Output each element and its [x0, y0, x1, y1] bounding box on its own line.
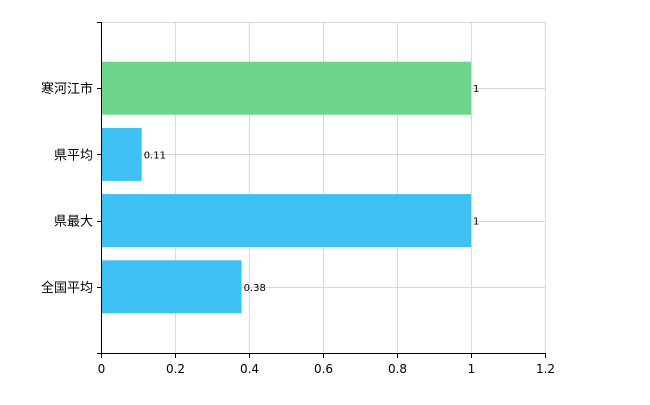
data-label: 1: [473, 217, 479, 228]
labels: 1 寒河江市 0.11 県平均 1 県最大 0.38 全国平均 0 0.2 0.4 0.6 0.8 1 1.…: [41, 81, 555, 376]
bar: [101, 61, 471, 115]
category-label: 県最大: [54, 215, 93, 230]
bar: [101, 260, 242, 314]
x-tick-label: 0.8: [388, 362, 407, 376]
data-label: 0.38: [244, 283, 266, 294]
x-tick-label: 0.6: [314, 362, 333, 376]
category-label: 県平均: [54, 148, 93, 163]
x-tick-label: 0.4: [240, 362, 259, 376]
axes: [97, 22, 546, 358]
category-label: 全国平均: [41, 280, 93, 296]
bar: [101, 194, 471, 248]
x-tick-label: 1.2: [536, 362, 555, 376]
data-label: 0.11: [144, 150, 166, 161]
x-tick-label: 1: [468, 362, 476, 376]
bars: [101, 61, 471, 314]
x-tick-label: 0.2: [166, 362, 185, 376]
x-tick-label: 0: [98, 362, 106, 376]
bar: [101, 127, 142, 181]
category-label: 寒河江市: [41, 81, 93, 97]
data-label: 1: [473, 84, 479, 95]
